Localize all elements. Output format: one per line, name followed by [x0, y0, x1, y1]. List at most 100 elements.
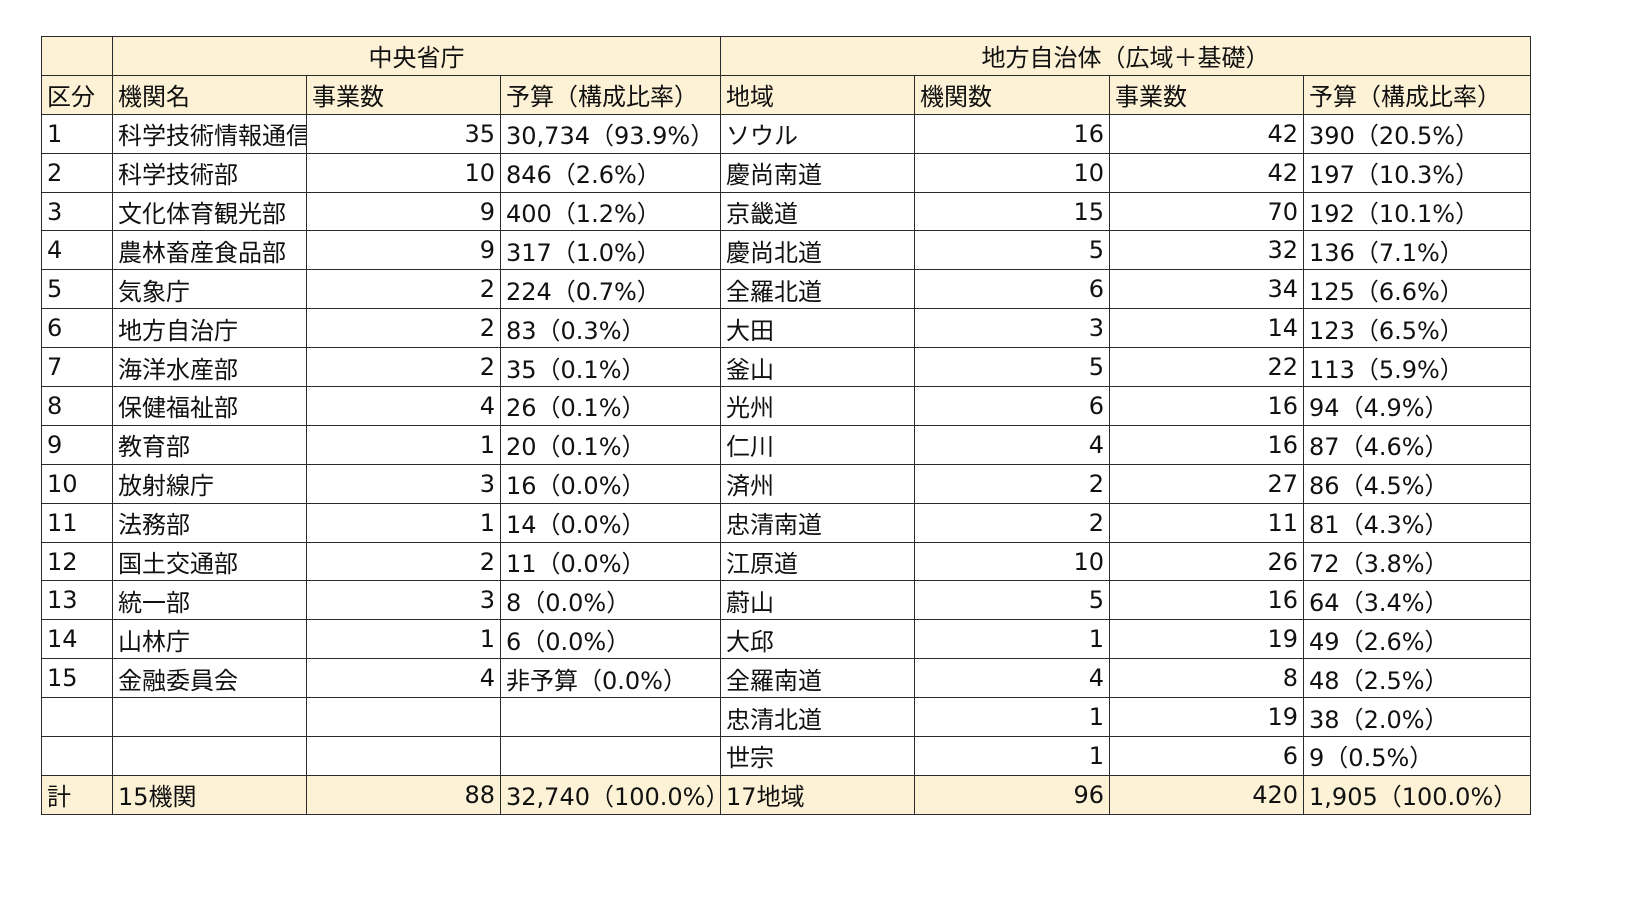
cell: 2: [914, 502, 1111, 543]
data-row: 1科学技術情報通信部3530,734（93.9%）ソウル1642390（20.5…: [41, 113, 1532, 154]
cell: 慶尚南道: [720, 152, 916, 193]
cell: 3: [306, 463, 501, 504]
cell: 世宗: [720, 736, 916, 776]
cell: 10: [306, 152, 501, 193]
cell: 3: [306, 580, 501, 621]
data-row: 4 農林畜産食品部 9 317（1.0%） 慶尚北道 5 32 136（7.1%）: [41, 230, 1532, 271]
cell: 3: [41, 191, 113, 232]
cell: 19: [1109, 619, 1305, 660]
data-row: 12 国土交通部 2 11（0.0%） 江原道 10 26 72（3.8%）: [41, 541, 1532, 582]
total-cell: 17地域: [720, 774, 916, 815]
cell: 12: [41, 541, 113, 582]
cell: 48（2.5%）: [1303, 658, 1532, 699]
cell: 3: [914, 308, 1111, 349]
cell: 6: [914, 386, 1111, 426]
cell: 金融委員会: [112, 658, 307, 699]
cell: 6: [1109, 736, 1305, 776]
cell: 1: [306, 619, 501, 660]
cell: 26: [1109, 541, 1305, 582]
cell: 8: [41, 386, 113, 426]
cell: 86（4.5%）: [1303, 463, 1532, 504]
data-row: 8 保健福祉部 4 26（0.1%） 光州 6 16 94（4.9%）: [41, 386, 1532, 426]
data-row: 5 気象庁 2 224（0.7%） 全羅北道 6 34 125（6.6%）: [41, 269, 1532, 310]
data-row: 忠清北道 1 19 38（2.0%）: [41, 697, 1532, 738]
cell: 済州: [720, 463, 916, 504]
data-row: 15 金融委員会 4 非予算（0.0%） 全羅南道 4 8 48（2.5%）: [41, 658, 1532, 699]
data-row: 7 海洋水産部 2 35（0.1%） 釜山 5 22 113（5.9%）: [41, 347, 1532, 388]
empty-cell: [41, 36, 113, 76]
cell: 14: [41, 619, 113, 660]
cell: 4: [914, 658, 1111, 699]
cell: 30,734（93.9%）: [499, 113, 722, 154]
cell: 8（0.0%）: [499, 580, 722, 621]
cell: 大田: [720, 308, 916, 349]
cell: 317（1.0%）: [499, 230, 722, 271]
empty-cell: [499, 697, 722, 738]
cell: 5: [914, 580, 1111, 621]
cell: 11: [1109, 502, 1305, 543]
total-cell: 96: [914, 774, 1111, 815]
cell: 35（0.1%）: [499, 347, 722, 388]
cell: 400（1.2%）: [499, 191, 722, 232]
cell: 国土交通部: [112, 541, 307, 582]
cell: 5: [914, 347, 1111, 388]
cell: 6: [41, 308, 113, 349]
cell: 16: [1109, 424, 1305, 465]
column-header: 地域: [720, 74, 916, 115]
column-header: 機関数: [914, 74, 1111, 115]
cell: 6: [914, 269, 1111, 310]
cell: 15: [41, 658, 113, 699]
cell: 94（4.9%）: [1303, 386, 1532, 426]
total-cell: 32,740（100.0%）: [499, 774, 722, 815]
cell: 125（6.6%）: [1303, 269, 1532, 310]
cell: 保健福祉部: [112, 386, 307, 426]
cell: 11（0.0%）: [499, 541, 722, 582]
cell: 1: [914, 697, 1111, 738]
cell: 非予算（0.0%）: [499, 658, 722, 699]
cell: 7: [41, 347, 113, 388]
cell: 気象庁: [112, 269, 307, 310]
cell: 70: [1109, 191, 1305, 232]
cell: 10: [914, 541, 1111, 582]
cell: 2: [914, 463, 1111, 504]
cell: 11: [41, 502, 113, 543]
cell: 9: [306, 191, 501, 232]
cell: 27: [1109, 463, 1305, 504]
total-cell: 420: [1109, 774, 1305, 815]
cell: 5: [41, 269, 113, 310]
data-row: 9 教育部 1 20（0.1%） 仁川 4 16 87（4.6%）: [41, 424, 1532, 465]
column-header: 予算（構成比率）: [1303, 74, 1532, 115]
column-header: 予算（構成比率）: [499, 74, 722, 115]
cell: 忠清南道: [720, 502, 916, 543]
cell: 1: [306, 502, 501, 543]
cell: 64（3.4%）: [1303, 580, 1532, 621]
cell: 放射線庁: [112, 463, 307, 504]
cell: 全羅北道: [720, 269, 916, 310]
cell: 9: [306, 230, 501, 271]
cell: 224（0.7%）: [499, 269, 722, 310]
cell: 1: [41, 113, 113, 154]
cell: 2: [306, 347, 501, 388]
cell: 6（0.0%）: [499, 619, 722, 660]
cell: 192（10.1%）: [1303, 191, 1532, 232]
empty-cell: [499, 736, 722, 776]
cell: 山林庁: [112, 619, 307, 660]
empty-cell: [41, 697, 113, 738]
cell: 8: [1109, 658, 1305, 699]
cell: 35: [306, 113, 501, 154]
cell: 京畿道: [720, 191, 916, 232]
cell: 4: [914, 424, 1111, 465]
cell: 文化体育観光部: [112, 191, 307, 232]
cell: 教育部: [112, 424, 307, 465]
cell: 42: [1109, 113, 1305, 154]
cell: 忠清北道: [720, 697, 916, 738]
group-header: 地方自治体（広域＋基礎）: [720, 36, 1532, 76]
cell: 87（4.6%）: [1303, 424, 1532, 465]
group-header: 中央省庁: [111, 36, 722, 76]
cell: 136（7.1%）: [1303, 230, 1532, 271]
cell: 仁川: [720, 424, 916, 465]
cell: 49（2.6%）: [1303, 619, 1532, 660]
total-cell: 15機関: [112, 774, 307, 815]
cell: 123（6.5%）: [1303, 308, 1532, 349]
